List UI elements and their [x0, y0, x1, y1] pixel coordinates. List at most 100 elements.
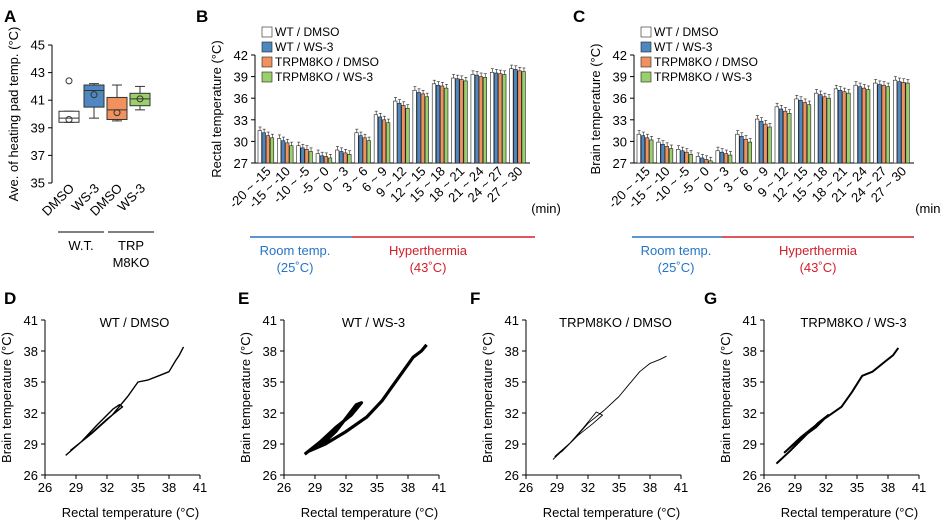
panel-letter-g: G [704, 289, 717, 308]
bar-1 [857, 86, 862, 164]
bar-0 [373, 114, 378, 164]
x-tick-label: 38 [881, 480, 895, 495]
bar-2 [684, 151, 689, 164]
x-tick-label: 35 [131, 480, 145, 495]
bar-3 [787, 113, 792, 164]
bar-3 [649, 139, 654, 164]
panel-letter-a: A [4, 7, 16, 26]
bar-1 [474, 74, 479, 164]
x-tick-label: 38 [162, 480, 176, 495]
y-tick-label: 38 [505, 344, 519, 359]
legend-label: TRPM8KO / WS-3 [654, 70, 752, 84]
hyper-label: Hyperthermia [389, 243, 468, 258]
bar-1 [719, 151, 724, 164]
bar-1 [455, 78, 460, 164]
room-label: Room temp. [260, 243, 331, 258]
x-tick-label: 29 [788, 480, 802, 495]
x-axis-label: Rectal temperature (°C) [62, 505, 199, 520]
bar-1 [436, 84, 441, 164]
bar-3 [405, 107, 410, 164]
y-tick-label: 30 [613, 134, 627, 149]
legend-label: WT / WS-3 [275, 40, 334, 54]
y-tick-label: 38 [743, 344, 757, 359]
bar-2 [265, 135, 270, 164]
room-temp-label: (25˚C) [277, 260, 314, 275]
x-tick-label: 26 [277, 480, 291, 495]
panel-letter-f: F [470, 289, 480, 308]
legend-label: WT / DMSO [654, 25, 718, 39]
y-tick-label: 26 [263, 468, 277, 483]
bar-0 [656, 141, 661, 164]
bar-1 [640, 135, 646, 164]
legend-label: TRPM8KO / DMSO [275, 55, 379, 69]
bar-1 [660, 143, 665, 164]
bar-2 [323, 156, 329, 164]
legend-label: WT / DMSO [275, 25, 339, 39]
bar-1 [494, 72, 499, 164]
panel-a-boxplot: 35 37 39 41 43 45 Ave. of heating pad temp. (°… [6, 27, 154, 270]
bar-3 [826, 97, 831, 164]
bar-3 [482, 77, 487, 164]
bar-3 [463, 80, 468, 164]
x-tick-label: 41 [432, 480, 446, 495]
x-tick-label: 35 [850, 480, 864, 495]
legend-label: WT / WS-3 [654, 40, 713, 54]
panel-letter-b: B [196, 7, 208, 26]
y-tick-label: 30 [234, 134, 248, 149]
y-tick-label: 35 [24, 375, 38, 390]
plot-title: TRPM8KO / WS-3 [800, 315, 906, 330]
y-tick-label: 42 [234, 48, 248, 63]
bar-2 [401, 105, 406, 164]
bar-2 [343, 152, 348, 164]
legend-label: TRPM8KO / WS-3 [275, 70, 373, 84]
bar-1 [281, 140, 286, 164]
bar-2 [901, 82, 906, 164]
y-tick-label: 43 [31, 65, 45, 80]
y-tick-label: 26 [24, 468, 38, 483]
bar-3 [668, 148, 674, 164]
x-tick-label: 29 [69, 480, 83, 495]
x-tick-label: 38 [401, 480, 415, 495]
y-tick-label: 38 [24, 344, 38, 359]
y-axis-label: Ave. of heating pad temp. (°C) [6, 27, 21, 202]
outlier-point [65, 77, 73, 85]
legend-swatch [261, 71, 273, 83]
y-tick-label: 42 [613, 48, 627, 63]
hyper-temp-label: (43˚C) [800, 260, 837, 275]
bar-1 [358, 135, 363, 164]
x-tick-label: 35 [370, 480, 384, 495]
y-tick-label: 39 [234, 70, 248, 85]
bar-2 [743, 138, 748, 164]
bar-1 [680, 150, 685, 164]
bar-3 [424, 96, 429, 164]
y-tick-label: 37 [31, 148, 45, 163]
bar-1 [416, 92, 421, 164]
y-tick-label: 36 [234, 91, 248, 106]
bar-0 [636, 133, 641, 164]
bar-2 [304, 149, 309, 164]
x-tick-label: 38 [643, 480, 657, 495]
bar-0 [814, 92, 819, 164]
y-tick-label: 35 [31, 176, 45, 191]
bar-0 [715, 150, 720, 164]
panel-letter-d: D [4, 289, 16, 308]
y-axis-label: Brain temperature (°C) [0, 332, 14, 463]
y-tick-label: 32 [505, 406, 519, 421]
y-tick-label: 39 [31, 120, 45, 135]
bar-1 [798, 100, 803, 164]
bar-0 [393, 100, 398, 164]
bar-0 [833, 88, 839, 164]
phase-bar-b: Room temp. (25˚C) Hyperthermia (43˚C) [250, 236, 535, 275]
bar-3 [688, 154, 693, 164]
y-tick-label: 35 [263, 375, 277, 390]
bar-3 [521, 71, 526, 164]
plot-title: TRPM8KO / DMSO [559, 315, 672, 330]
y-axis-label: Brain temperature (°C) [718, 332, 733, 463]
bar-3 [905, 82, 910, 164]
bar-0 [431, 83, 437, 164]
bar-2 [802, 102, 807, 164]
x-axis-label: Rectal temperature (°C) [301, 505, 438, 520]
panel-d-scatter: 26 29 32 35 38 41 26 29 32 35 38 41 Brain temperatur… [0, 313, 207, 520]
legend-swatch [640, 41, 652, 53]
